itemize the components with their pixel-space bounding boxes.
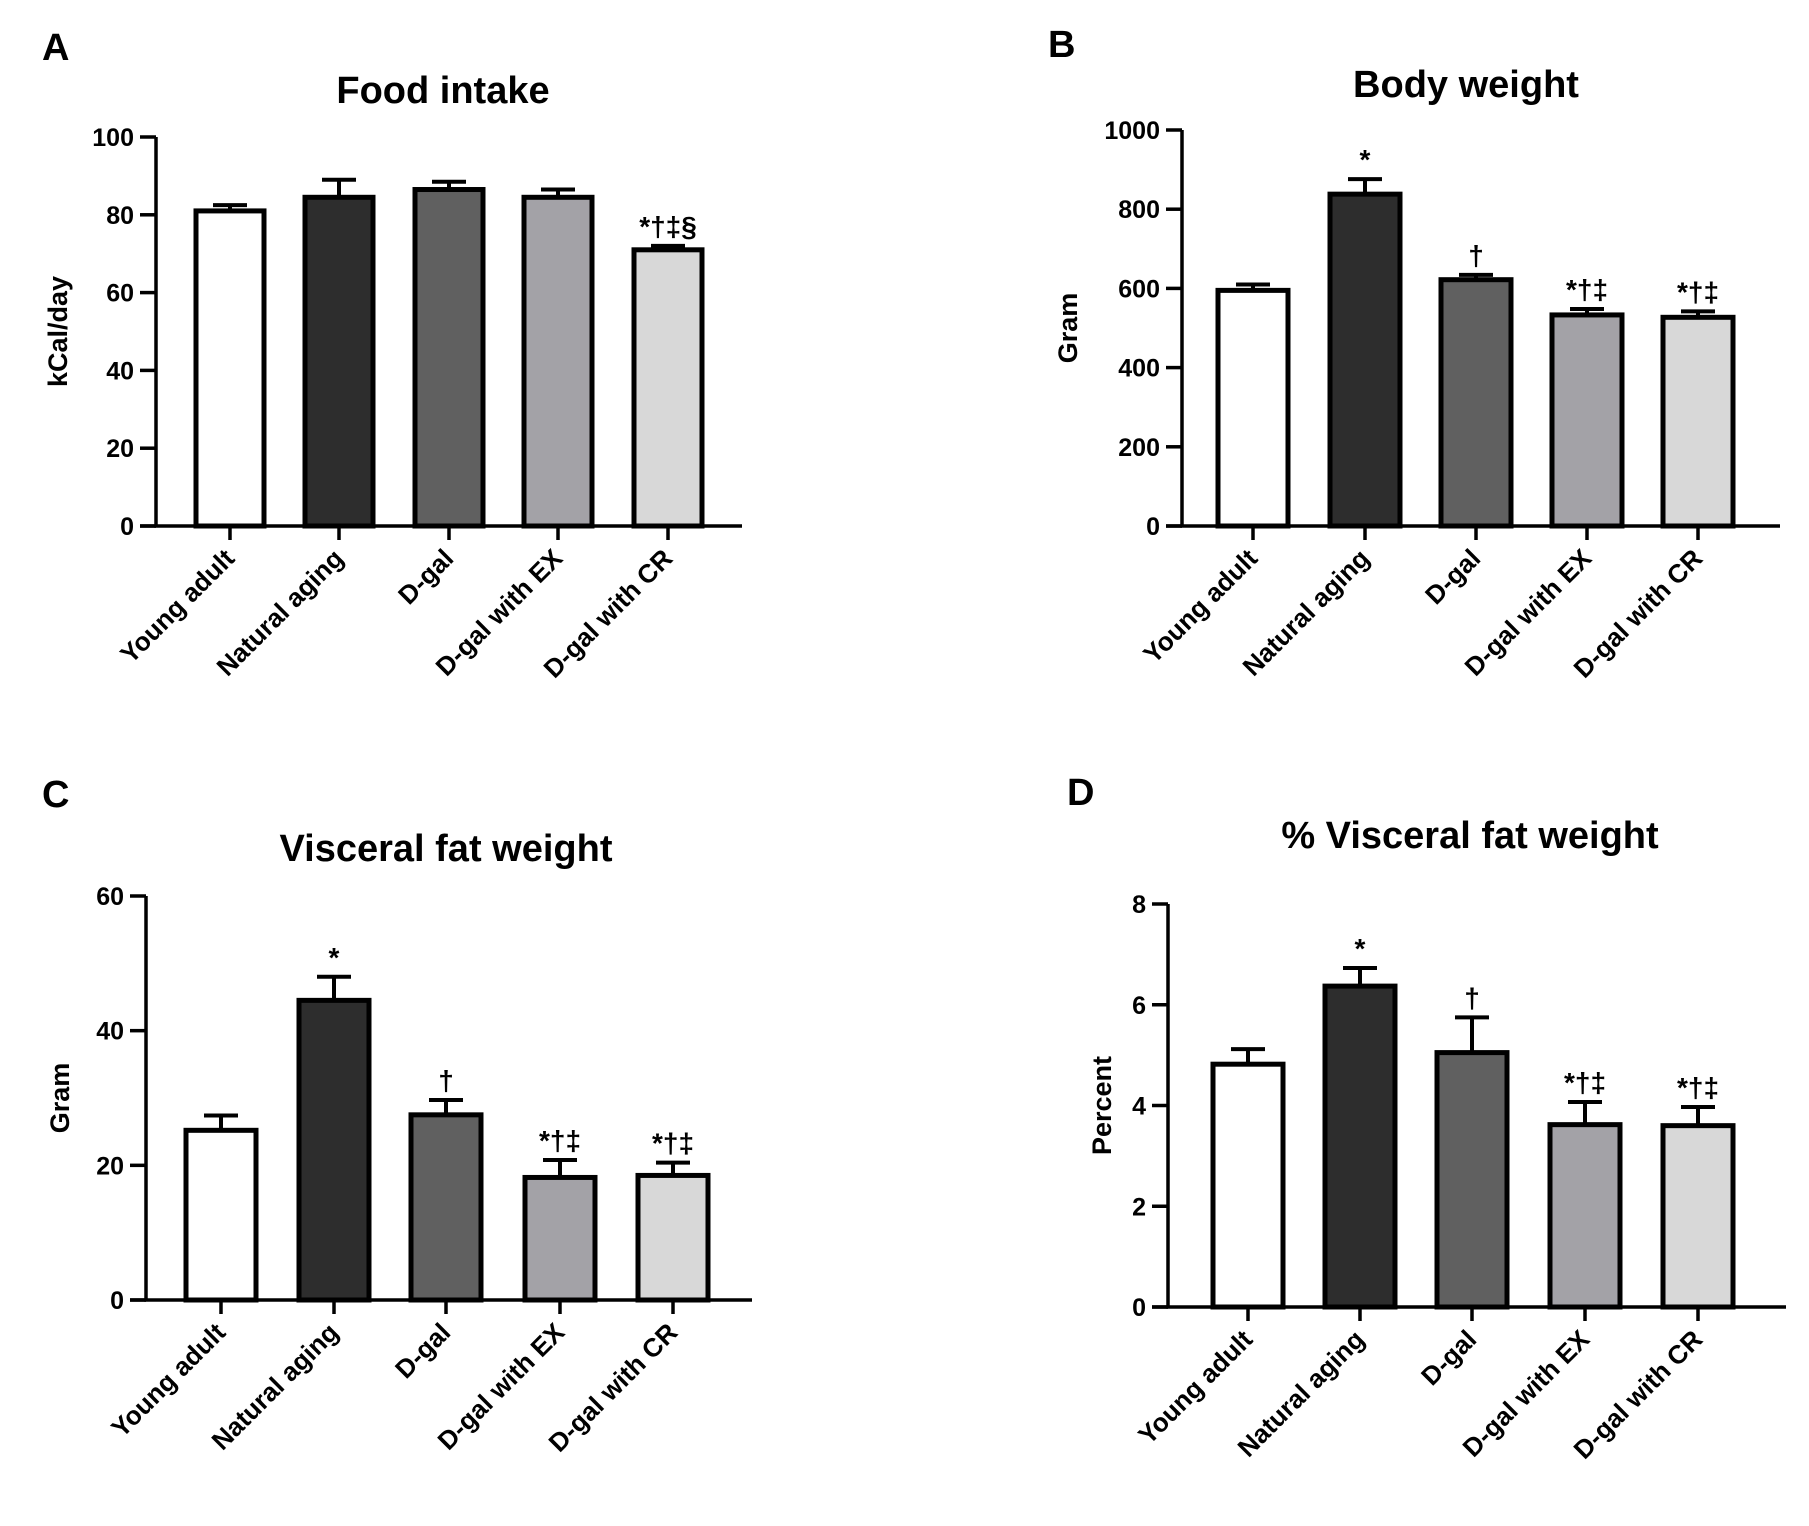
y-tick-label: 200 (1118, 434, 1160, 462)
x-tick-label: D-gal (1419, 543, 1486, 610)
error-bar (322, 177, 356, 198)
bar (1438, 277, 1514, 529)
error-bar (1343, 965, 1377, 987)
bar (635, 1172, 711, 1303)
x-tick-label: Young adult (1137, 543, 1263, 669)
y-tick-label: 0 (1132, 1294, 1146, 1322)
error-bar (1568, 1099, 1602, 1125)
bar (522, 1174, 598, 1303)
x-tick-label: Young adult (105, 1317, 231, 1443)
y-tick-label: 600 (1118, 275, 1160, 303)
chart-title: Food intake (336, 70, 549, 112)
panel-letter: D (1067, 772, 1094, 814)
bar (1327, 191, 1403, 529)
bar (1434, 1050, 1510, 1310)
chart-title: Body weight (1353, 64, 1579, 106)
error-bar (317, 974, 351, 1001)
bar (412, 187, 486, 529)
bar (1660, 314, 1736, 529)
y-tick-label: 6 (1132, 992, 1146, 1020)
x-tick-label: Young adult (1132, 1324, 1258, 1450)
y-tick-label: 60 (96, 883, 124, 911)
significance-label: * (1360, 144, 1371, 175)
y-tick-label: 20 (96, 1152, 124, 1180)
bar (183, 1127, 259, 1303)
y-tick-label: 0 (120, 513, 134, 541)
bar (302, 194, 376, 529)
y-tick-label: 60 (106, 280, 134, 308)
significance-label: * (1355, 933, 1366, 964)
bar (1210, 1061, 1286, 1310)
significance-label: † (1468, 240, 1484, 271)
x-tick-label: D-gal (389, 1317, 456, 1384)
error-bar (1681, 1105, 1715, 1126)
y-tick-label: 400 (1118, 355, 1160, 383)
y-tick-label: 20 (106, 435, 134, 463)
x-tick-label: D-gal (392, 543, 459, 610)
bar (1660, 1123, 1736, 1310)
significance-label: † (438, 1065, 454, 1096)
x-tick-label: D-gal (1415, 1324, 1482, 1391)
bar (193, 208, 267, 529)
significance-label: *†‡ (539, 1125, 581, 1156)
panel-letter: C (42, 774, 69, 816)
error-bar (1348, 177, 1382, 195)
y-axis-title: kCal/day (43, 276, 73, 387)
chart-panel-b: B Body weight Gram * † *†‡ *†‡ 0 200 400 600 800 100… (1048, 24, 1780, 684)
y-tick-label: 40 (106, 357, 134, 385)
error-bar (1231, 1047, 1265, 1065)
error-bar (543, 1157, 577, 1178)
chart-panel-d: D % Visceral fat weight Percent * † *†‡ *†‡ 0 2 4… (1067, 772, 1786, 1465)
significance-label: *†‡ (1566, 274, 1608, 305)
chart-panel-c: C Visceral fat weight Gram * † *†‡ *†‡ 0 20 40 60 Y… (42, 774, 752, 1458)
bar (1547, 1122, 1623, 1310)
chart-title: % Visceral fat weight (1281, 815, 1659, 857)
y-tick-label: 8 (1132, 891, 1146, 919)
y-axis-title: Percent (1087, 1056, 1117, 1155)
significance-label: *†‡ (1564, 1067, 1606, 1098)
significance-label: *†‡ (652, 1128, 694, 1159)
chart-title: Visceral fat weight (280, 828, 613, 870)
bar (1215, 287, 1291, 529)
bar (521, 194, 595, 529)
panel-letter: B (1048, 24, 1075, 66)
error-bar (1455, 1015, 1489, 1053)
y-tick-label: 80 (106, 202, 134, 230)
panel-letter: A (42, 27, 69, 69)
bar (1549, 312, 1625, 529)
y-tick-label: 4 (1132, 1093, 1146, 1121)
y-tick-label: 0 (1146, 513, 1160, 541)
y-tick-label: 1000 (1104, 117, 1160, 145)
significance-label: *†‡§ (639, 211, 697, 242)
y-tick-label: 0 (110, 1287, 124, 1315)
y-axis-title: Gram (45, 1063, 75, 1134)
significance-label: † (1464, 982, 1480, 1013)
y-tick-label: 2 (1132, 1193, 1146, 1221)
bar (296, 997, 372, 1303)
y-tick-label: 40 (96, 1018, 124, 1046)
significance-label: *†‡ (1677, 1072, 1719, 1103)
bar (408, 1112, 484, 1303)
y-tick-label: 100 (92, 124, 134, 152)
significance-label: * (329, 942, 340, 973)
y-tick-label: 800 (1118, 196, 1160, 224)
bar (631, 247, 705, 529)
y-axis-title: Gram (1053, 293, 1083, 364)
bar (1322, 983, 1398, 1310)
significance-label: *†‡ (1677, 276, 1719, 307)
